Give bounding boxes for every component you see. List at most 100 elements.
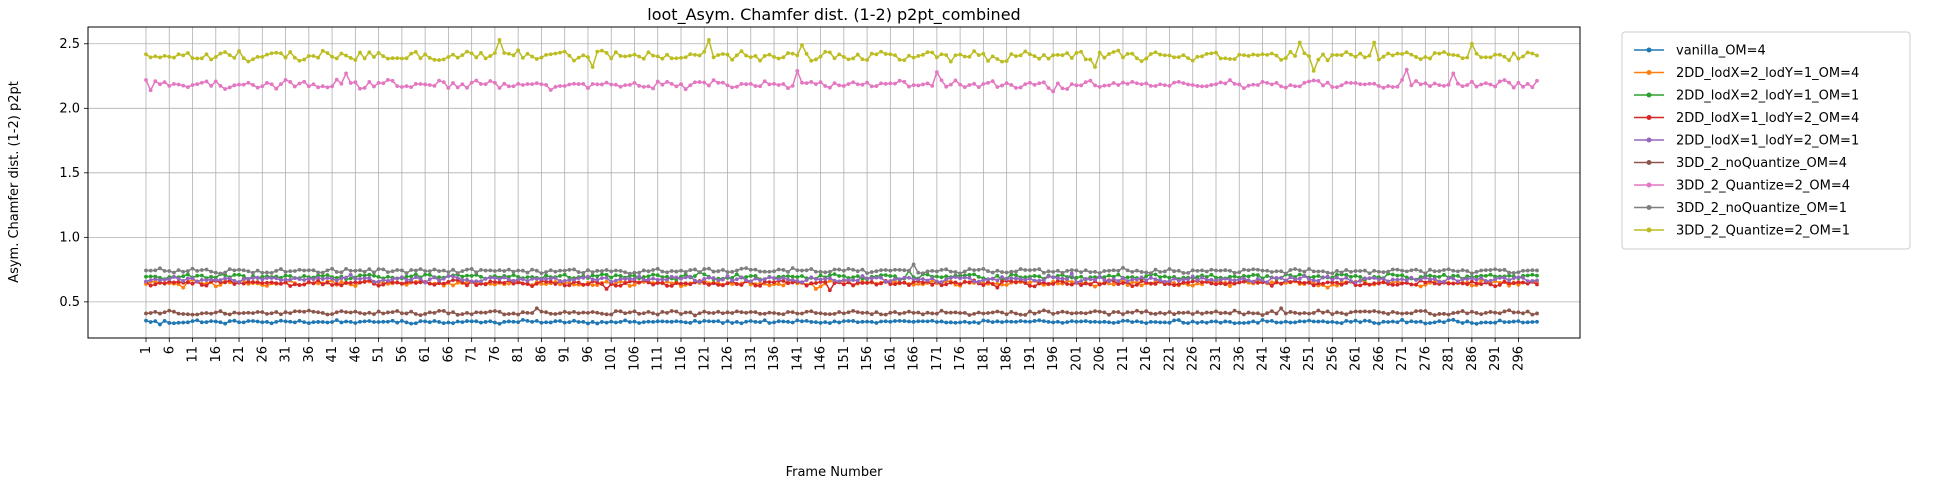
data-point	[1293, 54, 1297, 58]
data-point	[962, 269, 967, 274]
x-tick-label: 36	[302, 346, 317, 363]
data-point	[427, 272, 432, 277]
data-point	[902, 275, 907, 280]
data-point	[1200, 268, 1204, 273]
data-point	[353, 268, 358, 273]
data-point	[511, 269, 516, 274]
data-point	[176, 311, 181, 316]
data-point	[553, 282, 558, 286]
data-point	[297, 267, 302, 272]
data-point	[288, 274, 293, 278]
data-point	[1432, 81, 1437, 86]
data-point	[506, 84, 511, 89]
data-point	[339, 283, 344, 288]
data-point	[344, 280, 348, 285]
data-point	[702, 80, 707, 85]
data-point	[804, 268, 809, 273]
data-point	[1390, 319, 1395, 324]
data-point	[827, 50, 832, 55]
data-point	[790, 278, 795, 282]
data-point	[1516, 310, 1521, 315]
data-point	[1409, 282, 1414, 287]
data-point	[1390, 283, 1395, 287]
data-point	[693, 278, 697, 283]
data-point	[1125, 275, 1130, 280]
legend-marker	[1646, 92, 1652, 98]
data-point	[311, 281, 316, 286]
data-point	[544, 310, 548, 315]
data-point	[934, 320, 939, 324]
data-point	[739, 275, 744, 280]
x-axis-label: Frame Number	[786, 465, 884, 480]
data-point	[893, 53, 897, 58]
data-point	[665, 79, 669, 84]
data-point	[432, 319, 437, 323]
data-point	[353, 309, 358, 314]
data-point	[1083, 57, 1088, 62]
data-point	[1255, 53, 1260, 58]
data-point	[827, 85, 832, 90]
data-point	[1497, 268, 1502, 273]
data-point	[693, 267, 697, 272]
data-point	[185, 312, 190, 317]
data-point	[325, 273, 330, 277]
data-point	[320, 84, 325, 89]
data-point	[1358, 283, 1363, 288]
data-point	[674, 84, 679, 89]
data-point	[800, 319, 804, 324]
data-point	[1516, 275, 1521, 280]
data-point	[1223, 276, 1228, 281]
data-point	[353, 80, 358, 85]
data-point	[958, 320, 963, 325]
data-point	[1460, 281, 1465, 286]
data-point	[1414, 278, 1418, 282]
data-point	[288, 319, 293, 324]
data-point	[939, 267, 944, 272]
data-point	[637, 280, 642, 285]
data-point	[232, 55, 237, 60]
data-point	[967, 280, 972, 285]
data-point	[534, 277, 539, 281]
data-point	[451, 278, 455, 283]
data-point	[720, 80, 725, 85]
data-point	[600, 276, 604, 281]
data-point	[674, 309, 679, 314]
data-point	[832, 272, 837, 277]
data-point	[302, 278, 307, 282]
data-point	[1167, 53, 1172, 58]
data-point	[1097, 320, 1102, 325]
data-point	[1311, 269, 1316, 274]
data-point	[567, 311, 572, 315]
data-point	[786, 277, 790, 282]
data-point	[255, 268, 260, 273]
data-point	[818, 273, 823, 278]
data-point	[1460, 84, 1465, 89]
data-point	[883, 268, 888, 272]
data-point	[1125, 51, 1130, 56]
data-point	[302, 268, 307, 273]
data-point	[1353, 280, 1358, 285]
data-point	[627, 276, 632, 281]
data-point	[144, 279, 148, 284]
data-point	[981, 311, 986, 316]
data-point	[1358, 309, 1363, 314]
data-point	[325, 85, 330, 90]
data-point	[869, 319, 874, 324]
data-point	[446, 270, 451, 274]
data-point	[316, 281, 321, 286]
data-point	[413, 275, 418, 280]
data-point	[516, 275, 521, 279]
data-point	[1404, 50, 1409, 55]
data-point	[567, 320, 572, 325]
data-point	[372, 55, 376, 59]
data-point	[562, 283, 567, 288]
data-point	[916, 277, 921, 282]
data-point	[539, 55, 544, 60]
data-point	[967, 276, 972, 280]
data-point	[483, 56, 488, 61]
data-point	[567, 280, 572, 285]
data-point	[506, 274, 511, 279]
data-point	[437, 275, 441, 280]
data-point	[1307, 54, 1311, 59]
data-point	[1418, 57, 1423, 62]
